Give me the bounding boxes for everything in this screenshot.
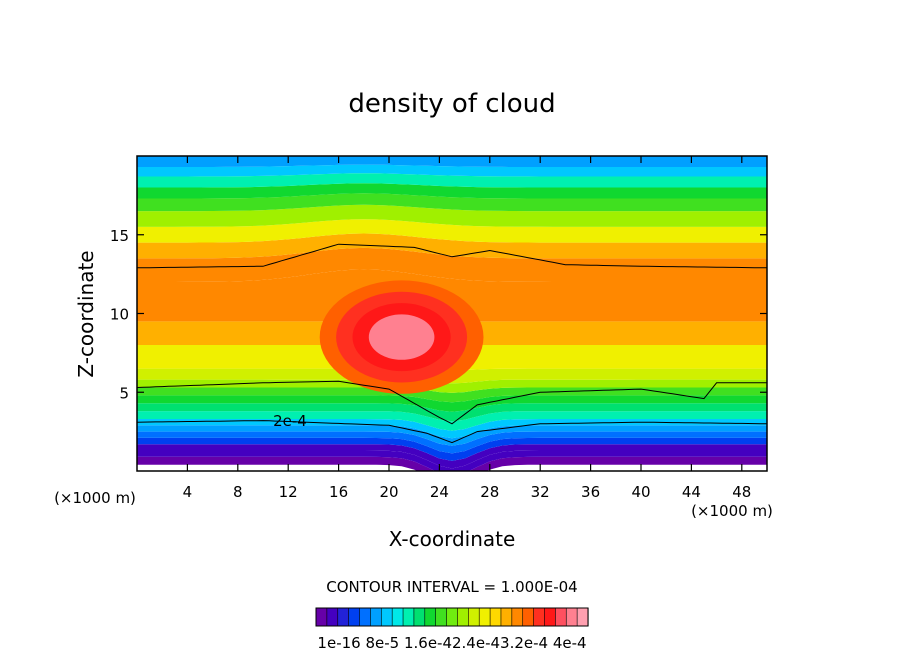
x-axis: 4 8 12 16 20 24 28 32 36 40 44 48 (183, 156, 751, 501)
density-layer (137, 425, 767, 446)
colorbar-swatch (380, 607, 393, 627)
density-layer (137, 193, 767, 212)
y-axis-unit-right: (×1000 m) (691, 502, 773, 520)
density-layer (137, 456, 767, 471)
colorbar-swatch (370, 607, 382, 627)
contour-line (137, 380, 767, 425)
density-layer (137, 419, 767, 439)
density-layer (137, 431, 767, 454)
colorbar-swatch (435, 607, 448, 627)
x-tick-label: 16 (329, 483, 348, 501)
density-layer (137, 204, 767, 227)
colorbar-swatch (359, 607, 371, 627)
colorbar-swatch (446, 607, 459, 627)
colorbar-swatch (544, 607, 556, 627)
colorbar-swatch (500, 607, 513, 627)
density-layer (137, 395, 767, 412)
y-tick-label: 15 (110, 227, 129, 245)
contour-interval-text: CONTOUR INTERVAL = 1.000E-04 (326, 578, 577, 596)
colorbar-swatch (402, 607, 415, 627)
contour-line (137, 243, 767, 269)
contour-line (137, 420, 767, 444)
chart-title: density of cloud (348, 89, 555, 119)
x-tick-label: 24 (430, 483, 449, 501)
density-layer (137, 247, 767, 282)
colorbar-swatch (468, 607, 480, 627)
x-tick-label: 48 (732, 483, 751, 501)
colorbar-swatch (391, 607, 404, 627)
density-layer (137, 156, 767, 167)
colorbar-swatch (533, 607, 546, 627)
colorbar-swatch (326, 607, 339, 627)
y-axis: 5 10 15 (110, 227, 767, 402)
colorbar-swatch (565, 607, 578, 627)
density-layer (137, 183, 767, 199)
y-axis-label: Z-coordinate (74, 250, 98, 377)
density-layer (137, 387, 767, 403)
colorbar-swatch (315, 607, 328, 627)
x-tick-label: 8 (233, 483, 243, 501)
colorbar-swatch (337, 607, 350, 627)
density-layer (137, 164, 767, 177)
colorbar-frame (315, 607, 589, 627)
density-layer (137, 379, 767, 393)
colorbar-swatch (522, 607, 535, 627)
density-layer (137, 437, 767, 461)
density-layer (137, 444, 767, 469)
colorbar-swatch (478, 607, 491, 627)
y-tick-label: 5 (119, 384, 129, 402)
x-tick-label: 4 (183, 483, 193, 501)
colorbar (315, 607, 589, 627)
x-tick-label: 12 (279, 483, 298, 501)
x-tick-label: 40 (631, 483, 650, 501)
x-tick-label: 36 (581, 483, 600, 501)
plot-area (137, 156, 767, 471)
x-axis-unit-left: (×1000 m) (54, 489, 136, 507)
colorbar-swatch (348, 607, 361, 627)
colorbar-swatch (489, 607, 502, 627)
x-axis-label: X-coordinate (389, 527, 516, 551)
colorbar-swatch (457, 607, 469, 627)
x-tick-label: 28 (480, 483, 499, 501)
x-tick-label: 44 (682, 483, 701, 501)
colorbar-swatch (424, 607, 437, 627)
density-layer (137, 411, 767, 431)
x-tick-label: 20 (379, 483, 398, 501)
colorbar-swatch (511, 607, 524, 627)
colorbar-swatch (413, 607, 426, 627)
x-tick-label: 32 (531, 483, 550, 501)
density-layer (137, 403, 767, 422)
colorbar-tick-labels: 1e-16 8e-5 1.6e-42.4e-43.2e-4 4e-4 (317, 634, 586, 652)
colorbar-swatch (576, 607, 589, 627)
density-layer (137, 219, 767, 243)
density-layer (137, 233, 767, 259)
colorbar-swatch (555, 607, 567, 627)
y-tick-label: 10 (110, 306, 129, 324)
contour-label: 2e-4 (273, 412, 307, 430)
density-core (368, 314, 435, 360)
density-layer (137, 173, 767, 188)
density-layer (137, 450, 767, 471)
